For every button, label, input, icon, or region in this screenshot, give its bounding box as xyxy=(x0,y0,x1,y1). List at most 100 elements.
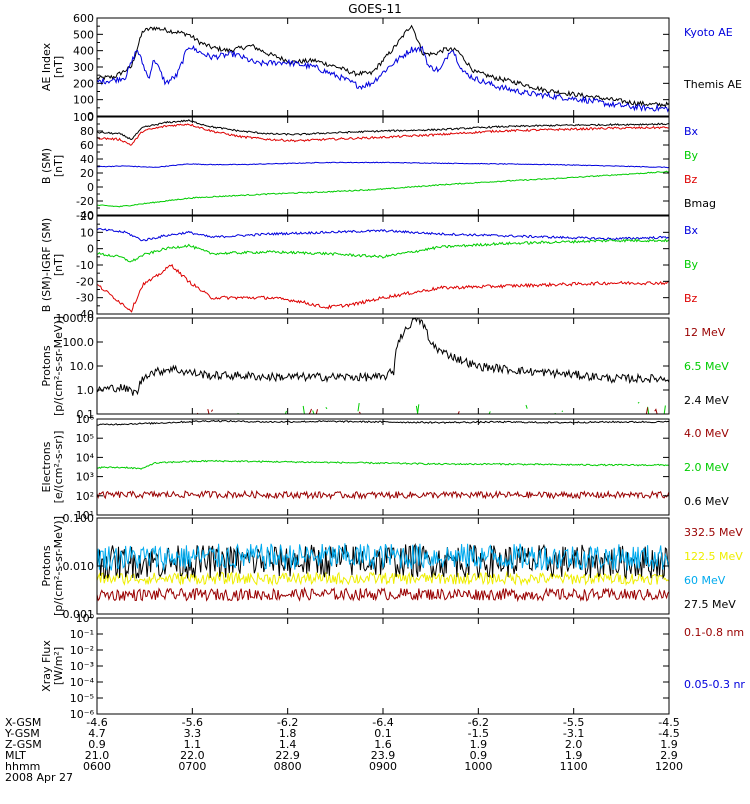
legend-entry: Themis AE xyxy=(683,78,742,91)
y-axis-label: Protons xyxy=(40,345,53,386)
legend-entry: 0.1-0.8 nm xyxy=(684,626,744,639)
y-tick-label: 10⁵ xyxy=(76,432,94,445)
x-axis-tick-label: -5.5 xyxy=(563,716,584,729)
legend-entry: Bz xyxy=(684,173,698,186)
y-tick-label: 10 xyxy=(80,226,94,239)
y-tick-label: 10.0 xyxy=(70,360,95,373)
x-axis-tick-label: 2.9 xyxy=(660,749,678,762)
x-axis-tick-label: 2.0 xyxy=(565,738,583,751)
legend-entry: 12 MeV xyxy=(684,326,726,339)
y-tick-label: -40 xyxy=(76,209,94,222)
x-axis-tick-label: 22.9 xyxy=(275,749,300,762)
legend-entry: 2.0 MeV xyxy=(684,461,729,474)
series-line-2-0-mev xyxy=(96,459,670,470)
x-axis-tick-label: 1.9 xyxy=(470,738,488,751)
legend-entry: 2.4 MeV xyxy=(684,394,729,407)
panel-4: 0.1 1.0 10.0 100.0 1000.0 Protons [p/(cm²-s-sr… xyxy=(40,312,729,421)
x-axis-tick-label: 1100 xyxy=(560,760,588,773)
series-line-2-4-mev xyxy=(96,317,670,396)
series-line-6-5-mev xyxy=(145,401,666,415)
panel-frame xyxy=(96,317,670,415)
panel-frame xyxy=(96,418,670,516)
series-line-27-5-mev xyxy=(96,542,670,580)
y-tick-label: 60 xyxy=(80,139,94,152)
panel-frame xyxy=(96,617,670,715)
y-tick-label: 20 xyxy=(80,210,94,223)
series-line-122-5-mev xyxy=(96,570,670,587)
x-axis-tick-label: -1.5 xyxy=(468,727,489,740)
series-line-bz xyxy=(96,263,670,313)
series-line-12-mev xyxy=(155,408,669,415)
y-axis-label: [e/(cm²-s-sr)] xyxy=(52,431,65,504)
legend-entry: By xyxy=(684,258,699,271)
y-tick-label: 10⁶ xyxy=(76,413,95,426)
legend-entry: 0.05-0.3 nr xyxy=(684,678,745,691)
legend-entry: 332.5 MeV xyxy=(684,526,743,539)
series-line-by xyxy=(96,238,670,263)
legend-entry: 27.5 MeV xyxy=(684,598,736,611)
y-tick-label: 10⁻¹ xyxy=(70,628,94,641)
x-axis-tick-label: 0.9 xyxy=(88,738,106,751)
y-tick-label: 10² xyxy=(76,490,94,503)
x-axis-tick-label: -4.5 xyxy=(658,716,679,729)
panel-5: 10¹ 10² 10³ 10⁴ 10⁵ 10⁶ Electrons [e/(cm²-s-sr)… xyxy=(40,413,729,522)
y-axis-label: Protons xyxy=(40,545,53,586)
x-axis-tick-label: 22.0 xyxy=(180,749,205,762)
x-axis-tick-label: 23.9 xyxy=(371,749,396,762)
y-axis-label: [nT] xyxy=(52,155,65,177)
x-axis-tick-label: 4.7 xyxy=(88,727,106,740)
y-axis-label: [p/(cm²-s-sr-MeV)] xyxy=(52,316,65,416)
y-tick-label: 100.0 xyxy=(63,336,95,349)
legend-entry: Bx xyxy=(684,125,699,138)
panel-6: 0.001 0.010 0.100 Protons [p/(cm²-s-sr-MeV)]… xyxy=(40,512,743,621)
y-tick-label: -30 xyxy=(76,292,94,305)
y-tick-label: -20 xyxy=(76,275,94,288)
y-tick-label: 40 xyxy=(80,153,94,166)
y-tick-label: 10⁻⁴ xyxy=(70,676,95,689)
panel-7: 10⁻⁶ 10⁻⁵ 10⁻⁴ 10⁻³ 10⁻² 10⁻¹ 10⁰ Xray Flux [W/m… xyxy=(40,612,745,721)
legend-entry: 4.0 MeV xyxy=(684,427,729,440)
date-label: 2008 Apr 27 xyxy=(5,771,73,784)
y-tick-label: 10⁴ xyxy=(76,451,95,464)
y-axis-label: B (SM) xyxy=(40,148,53,184)
y-tick-label: -20 xyxy=(76,195,94,208)
y-tick-label: 0.100 xyxy=(63,512,95,525)
x-axis-tick-label: 3.3 xyxy=(184,727,202,740)
series-line-4-0-mev xyxy=(96,489,670,500)
legend-entry: 122.5 MeV xyxy=(684,550,743,563)
x-axis-tick-label: 21.0 xyxy=(85,749,110,762)
x-axis-tick-label: 0600 xyxy=(83,760,111,773)
x-axis-row-label: Z-GSM xyxy=(5,738,42,751)
x-axis-tick-label: 0.9 xyxy=(470,749,488,762)
x-axis-tick-label: -5.6 xyxy=(182,716,203,729)
y-tick-label: 200 xyxy=(73,77,94,90)
x-axis-row-label: Y-GSM xyxy=(4,727,40,740)
x-axis-tick-label: 0800 xyxy=(274,760,302,773)
series-line-bx xyxy=(96,161,670,169)
y-tick-label: 0.010 xyxy=(63,560,95,573)
legend-entry: Bz xyxy=(684,292,698,305)
y-tick-label: 100 xyxy=(73,111,94,124)
series-line-332-5-mev xyxy=(96,586,670,603)
x-axis-tick-label: 1.4 xyxy=(279,738,297,751)
series-line-60-mev xyxy=(96,543,670,571)
legend-entry: 60 MeV xyxy=(684,574,726,587)
x-axis-row-label: MLT xyxy=(5,749,26,762)
x-axis-tick-label: 1000 xyxy=(464,760,492,773)
series-line-themis-ae xyxy=(96,24,670,108)
x-axis-tick-label: -3.1 xyxy=(563,727,584,740)
legend-entry: 6.5 MeV xyxy=(684,360,729,373)
y-tick-label: 10⁻⁶ xyxy=(70,708,95,721)
x-axis-tick-label: 1.9 xyxy=(565,749,583,762)
y-tick-label: 600 xyxy=(73,12,94,25)
x-axis-tick-label: 0.1 xyxy=(374,727,392,740)
y-tick-label: 100 xyxy=(73,94,94,107)
y-axis-label: Electrons xyxy=(40,441,53,492)
chart-title: GOES-11 xyxy=(348,2,402,16)
y-axis-label: [nT] xyxy=(52,56,65,78)
legend-entry: Kyoto AE xyxy=(684,26,733,39)
panel-3: -40 -30 -20 -10 0 10 20 B (SM)-IGRF (SM) [nT] Bx B… xyxy=(40,210,699,321)
